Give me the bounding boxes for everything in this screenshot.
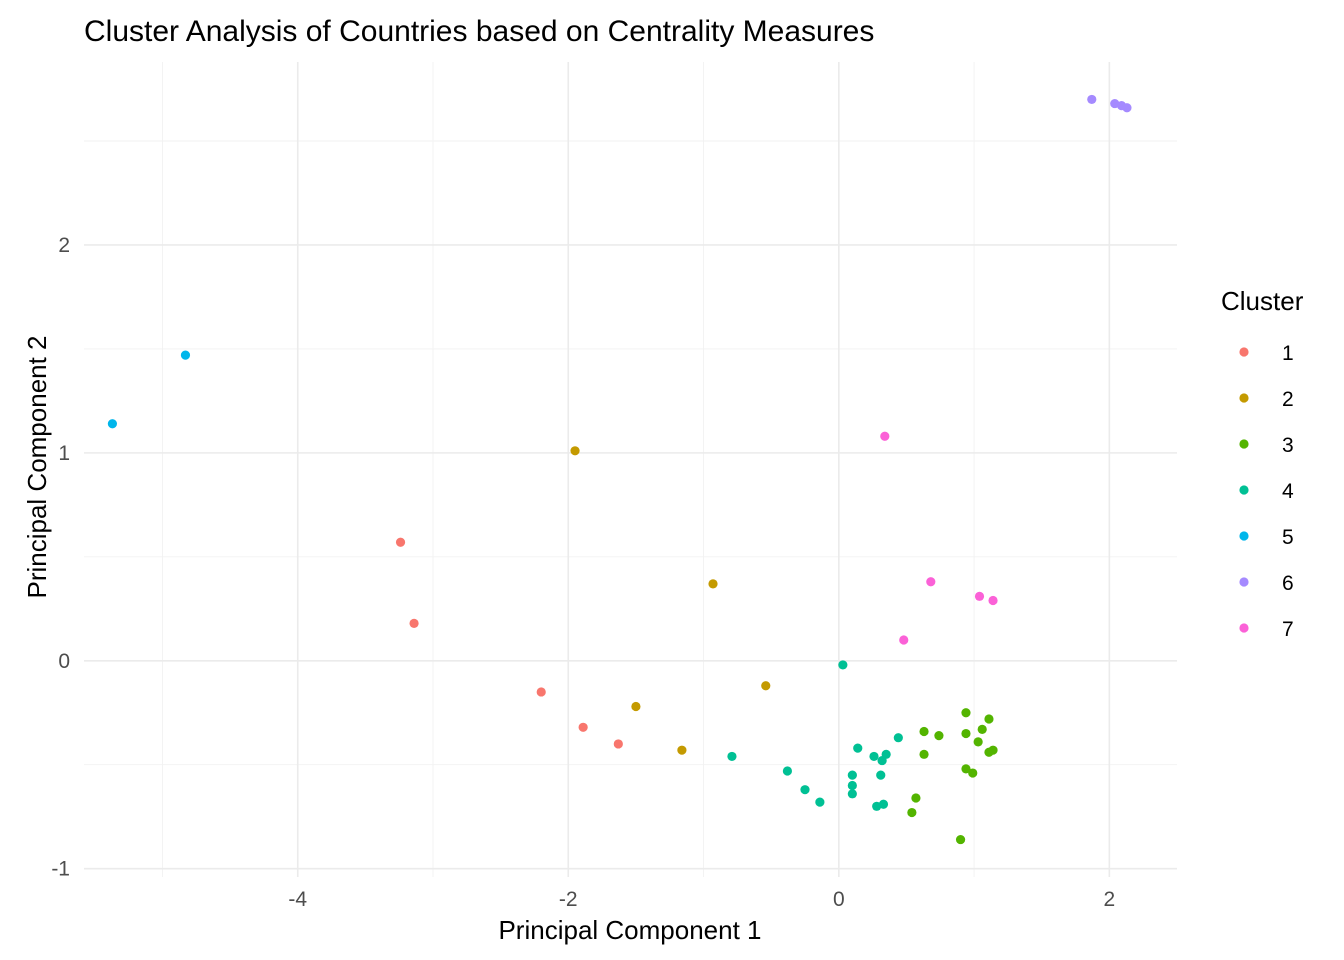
data-point-cluster-3: [973, 737, 983, 747]
data-point-cluster-4: [800, 785, 810, 795]
data-point-cluster-3: [968, 768, 978, 778]
data-point-cluster-3: [911, 793, 921, 803]
legend-label-cluster-6: 6: [1282, 572, 1294, 595]
data-point-cluster-6: [1122, 103, 1132, 113]
legend-key-cluster-1: [1239, 347, 1249, 357]
data-point-cluster-3: [977, 724, 987, 734]
legend: Cluster 1 2 3 4 5 6 7: [1221, 286, 1304, 641]
data-point-cluster-7: [880, 431, 890, 441]
x-axis-title: Principal Component 1: [498, 915, 761, 945]
y-tick-label: -1: [51, 858, 70, 881]
data-point-cluster-7: [926, 577, 936, 587]
data-point-cluster-7: [974, 591, 985, 601]
data-point-cluster-1: [395, 537, 406, 547]
y-axis-title: Principal Component 2: [22, 335, 52, 598]
legend-key-cluster-5: [1239, 531, 1249, 541]
legend-label-cluster-3: 3: [1282, 434, 1294, 457]
data-point-cluster-3: [961, 764, 971, 774]
data-point-cluster-4: [853, 743, 863, 753]
legend-label-cluster-2: 2: [1282, 388, 1294, 411]
data-point-cluster-3: [961, 728, 971, 739]
data-point-cluster-3: [919, 749, 929, 759]
data-point-cluster-2: [677, 745, 687, 755]
data-point-cluster-7: [988, 595, 998, 606]
x-tick-label: -4: [288, 888, 307, 911]
y-tick-label: 2: [58, 234, 70, 257]
x-tick-label: 2: [1104, 888, 1116, 911]
data-point-cluster-4: [876, 770, 886, 780]
data-point-cluster-3: [984, 747, 994, 757]
x-tick-label: 0: [833, 888, 845, 911]
data-point-cluster-2: [631, 701, 641, 712]
data-point-cluster-3: [934, 731, 944, 741]
legend-key-cluster-2: [1239, 393, 1249, 403]
data-point-cluster-3: [919, 726, 929, 737]
data-point-cluster-7: [899, 635, 909, 645]
data-point-cluster-4: [727, 751, 737, 762]
data-point-cluster-6: [1087, 94, 1097, 105]
data-point-cluster-1: [536, 687, 546, 697]
data-point-cluster-3: [955, 834, 966, 845]
legend-label-cluster-7: 7: [1282, 618, 1294, 641]
data-point-cluster-4: [847, 770, 857, 780]
x-tick-label: -2: [559, 888, 578, 911]
legend-key-cluster-4: [1239, 485, 1249, 495]
chart-title: Cluster Analysis of Countries based on C…: [84, 15, 874, 48]
legend-key-cluster-3: [1239, 439, 1249, 449]
data-point-cluster-2: [708, 579, 718, 589]
tick-labels: -4 -2 0 2 -1 0 1 2: [51, 234, 1115, 911]
data-point-cluster-4: [869, 751, 879, 762]
data-point-cluster-4: [815, 797, 825, 807]
data-point-cluster-3: [907, 807, 917, 818]
legend-label-cluster-4: 4: [1282, 480, 1294, 503]
y-tick-label: 0: [58, 650, 70, 673]
data-point-cluster-1: [409, 618, 419, 628]
legend-label-cluster-1: 1: [1282, 342, 1294, 365]
data-point-cluster-4: [893, 733, 903, 743]
data-point-cluster-4: [872, 801, 882, 811]
data-point-cluster-3: [984, 714, 994, 724]
data-points: [107, 94, 1132, 845]
data-point-cluster-5: [107, 419, 118, 429]
data-point-cluster-4: [838, 660, 848, 670]
y-tick-label: 1: [58, 442, 70, 465]
data-point-cluster-2: [761, 681, 771, 691]
grid: [84, 62, 1177, 877]
data-point-cluster-1: [613, 739, 623, 749]
data-point-cluster-5: [180, 350, 191, 360]
legend-label-cluster-5: 5: [1282, 526, 1294, 549]
legend-key-cluster-6: [1239, 577, 1249, 587]
legend-key-cluster-7: [1239, 623, 1249, 633]
data-point-cluster-4: [847, 780, 857, 791]
legend-title: Cluster: [1221, 286, 1304, 316]
data-point-cluster-3: [961, 708, 971, 718]
data-point-cluster-1: [578, 722, 588, 732]
data-point-cluster-2: [570, 446, 580, 456]
data-point-cluster-4: [782, 766, 793, 776]
data-point-cluster-4: [877, 755, 887, 766]
data-point-cluster-4: [847, 789, 857, 799]
